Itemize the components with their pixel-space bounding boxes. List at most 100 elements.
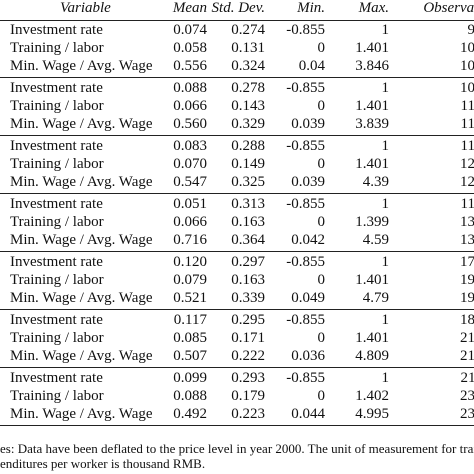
cell-value: 1 bbox=[381, 254, 390, 270]
cell-value: 1.401 bbox=[355, 98, 389, 114]
rule bbox=[0, 251, 474, 252]
cell-value: 1 bbox=[381, 196, 390, 212]
rule bbox=[0, 20, 474, 21]
cell-value: 0.324 bbox=[231, 58, 265, 74]
cell-value: 0.171 bbox=[231, 330, 265, 346]
cell-value: 0.179 bbox=[231, 388, 265, 404]
cell-value: 0.560 bbox=[173, 116, 207, 132]
cell-value: 0.088 bbox=[173, 80, 207, 96]
row-label: Investment rate bbox=[10, 196, 103, 212]
cell-value: 0.049 bbox=[291, 290, 325, 306]
cell-value: 1172 bbox=[460, 116, 474, 132]
cell-value: 1.402 bbox=[355, 388, 389, 404]
cell-value: 3.846 bbox=[355, 58, 389, 74]
cell-value: -0.855 bbox=[286, 80, 325, 96]
cell-value: 1 bbox=[381, 370, 390, 386]
cell-value: 0.131 bbox=[231, 40, 265, 56]
header-cell: Variable bbox=[60, 0, 111, 16]
cell-value: 0.325 bbox=[231, 174, 265, 190]
cell-value: 0.339 bbox=[231, 290, 265, 306]
row-label: Min. Wage / Avg. Wage bbox=[10, 58, 153, 74]
rule bbox=[0, 77, 474, 78]
row-label: Investment rate bbox=[10, 22, 103, 38]
cell-value: 1302 bbox=[460, 214, 474, 230]
row-label: Investment rate bbox=[10, 312, 103, 328]
cell-value: 0.04 bbox=[298, 58, 325, 74]
cell-value: 0 bbox=[317, 388, 326, 404]
cell-value: 0.085 bbox=[173, 330, 207, 346]
row-label: Training / labor bbox=[10, 272, 104, 288]
cell-value: 1 bbox=[381, 138, 390, 154]
cell-value: 4.995 bbox=[355, 406, 389, 422]
cell-value: 0.120 bbox=[173, 254, 207, 270]
cell-value: 0.329 bbox=[231, 116, 265, 132]
rule bbox=[0, 135, 474, 136]
cell-value: -0.855 bbox=[286, 370, 325, 386]
note: enditures per worker is thousand RMB. bbox=[0, 456, 206, 471]
cell-value: 1150 bbox=[460, 196, 474, 212]
row-label: Investment rate bbox=[10, 254, 103, 270]
cell-value: 0.163 bbox=[231, 214, 265, 230]
row-label: Investment rate bbox=[10, 138, 103, 154]
cell-value: 2373 bbox=[460, 406, 474, 422]
cell-value: 0.088 bbox=[173, 388, 207, 404]
cell-value: 0.051 bbox=[173, 196, 207, 212]
row-label: Training / labor bbox=[10, 388, 104, 404]
cell-value: 0.117 bbox=[173, 312, 207, 328]
cell-value: 0.066 bbox=[173, 214, 207, 230]
cell-value: 1256 bbox=[460, 156, 474, 172]
row-label: Training / labor bbox=[10, 156, 104, 172]
row-label: Min. Wage / Avg. Wage bbox=[10, 116, 153, 132]
cell-value: 0 bbox=[317, 330, 326, 346]
cell-value: 0.313 bbox=[231, 196, 265, 212]
cell-value: 0.278 bbox=[231, 80, 265, 96]
cell-value: 1302 bbox=[460, 232, 474, 248]
row-label: Min. Wage / Avg. Wage bbox=[10, 406, 153, 422]
cell-value: 1955 bbox=[460, 272, 474, 288]
row-label: Min. Wage / Avg. Wage bbox=[10, 348, 153, 364]
cell-value: 1 bbox=[381, 22, 390, 38]
cell-value: 0 bbox=[317, 156, 326, 172]
rule bbox=[0, 309, 474, 310]
header-cell: Std. Dev. bbox=[211, 0, 265, 16]
cell-value: 0.039 bbox=[291, 116, 325, 132]
cell-value: 0.716 bbox=[173, 232, 207, 248]
header-cell: Mean bbox=[172, 0, 207, 16]
cell-value: 0.547 bbox=[173, 174, 207, 190]
cell-value: 0.083 bbox=[173, 138, 207, 154]
cell-value: -0.855 bbox=[286, 138, 325, 154]
cell-value: 0.058 bbox=[173, 40, 207, 56]
cell-value: 0.556 bbox=[173, 58, 207, 74]
row-label: Investment rate bbox=[10, 370, 103, 386]
cell-value: 0.042 bbox=[291, 232, 325, 248]
cell-value: 0.521 bbox=[173, 290, 207, 306]
row-label: Training / labor bbox=[10, 330, 104, 346]
cell-value: 1955 bbox=[460, 290, 474, 306]
cell-value: 0.492 bbox=[173, 406, 207, 422]
cell-value: 0.036 bbox=[291, 348, 325, 364]
cell-value: 0.222 bbox=[231, 348, 265, 364]
row-label: Training / labor bbox=[10, 98, 104, 114]
row-label: Investment rate bbox=[10, 80, 103, 96]
cell-value: 1019 bbox=[460, 58, 474, 74]
cell-value: 0 bbox=[317, 214, 326, 230]
cell-value: 0.223 bbox=[231, 406, 265, 422]
cell-value: 1019 bbox=[460, 40, 474, 56]
cell-value: 4.59 bbox=[362, 232, 389, 248]
cell-value: 2110 bbox=[460, 370, 474, 386]
row-label: Training / labor bbox=[10, 214, 104, 230]
rule bbox=[0, 425, 474, 426]
cell-value: 1.401 bbox=[355, 40, 389, 56]
cell-value: 0.288 bbox=[231, 138, 265, 154]
cell-value: -0.855 bbox=[286, 22, 325, 38]
cell-value: 1.399 bbox=[355, 214, 389, 230]
cell-value: 0.295 bbox=[231, 312, 265, 328]
cell-value: 1172 bbox=[460, 98, 474, 114]
cell-value: 0.507 bbox=[173, 348, 207, 364]
cell-value: -0.855 bbox=[286, 254, 325, 270]
cell-value: 0.039 bbox=[291, 174, 325, 190]
cell-value: 1.401 bbox=[355, 156, 389, 172]
cell-value: 0.149 bbox=[231, 156, 265, 172]
cell-value: 0.070 bbox=[173, 156, 207, 172]
cell-value: 0.079 bbox=[173, 272, 207, 288]
